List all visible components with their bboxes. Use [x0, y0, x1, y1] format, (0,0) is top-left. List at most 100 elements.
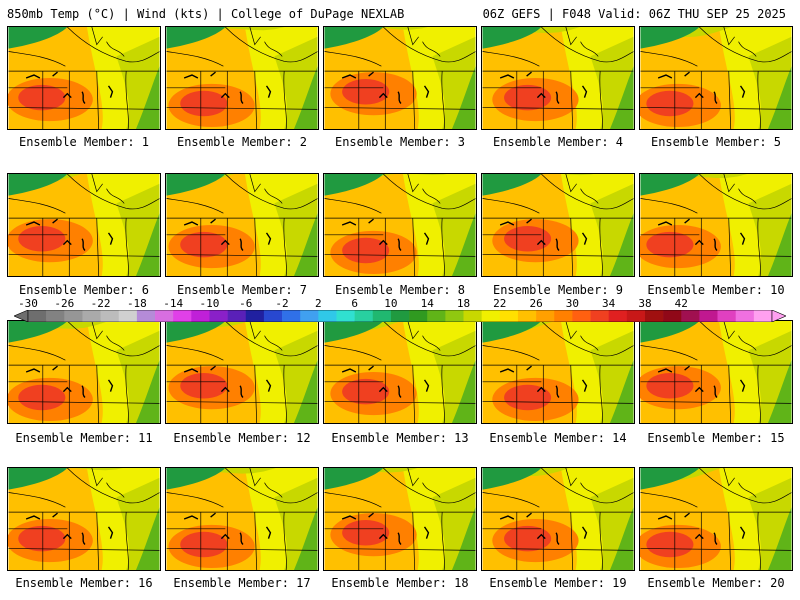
colorbar-tick: -2	[275, 297, 289, 310]
colorbar-swatch	[717, 310, 737, 322]
member-caption: Ensemble Member: 9	[492, 283, 624, 297]
ensemble-map-2	[165, 26, 319, 130]
ensemble-map-12	[165, 320, 319, 424]
ensemble-map-5	[639, 26, 793, 130]
colorbar-swatch	[28, 310, 47, 322]
temperature-colorbar	[14, 310, 786, 322]
ensemble-map-3	[323, 26, 477, 130]
colorbar-swatch	[463, 310, 482, 322]
colorbar-tick: -18	[126, 297, 147, 310]
colorbar-tick: 34	[602, 297, 616, 310]
ensemble-map-20	[639, 467, 793, 571]
member-caption: Ensemble Member: 13	[331, 431, 469, 445]
colorbar-tick: 18	[456, 297, 471, 310]
ensemble-map-14	[481, 320, 635, 424]
colorbar-tick: 14	[420, 297, 434, 310]
ensemble-map-9	[481, 173, 635, 277]
member-caption: Ensemble Member: 8	[334, 283, 466, 297]
member-caption: Ensemble Member: 12	[173, 431, 311, 445]
colorbar-swatch	[46, 310, 65, 322]
ensemble-map-13	[323, 320, 477, 424]
colorbar-swatch	[100, 310, 120, 322]
colorbar-swatch	[536, 310, 555, 322]
member-caption: Ensemble Member: 7	[176, 283, 308, 297]
colorbar-swatch	[445, 310, 464, 322]
colorbar-swatch	[354, 310, 374, 322]
colorbar-max-arrow	[771, 310, 786, 322]
colorbar-tick: -14	[163, 297, 184, 310]
member-caption: Ensemble Member: 18	[331, 576, 469, 590]
member-caption: Ensemble Member: 19	[489, 576, 627, 590]
colorbar-swatch	[699, 310, 718, 322]
chart-title: 850mb Temp (°C) | Wind (kts) | College o…	[7, 7, 405, 21]
ensemble-map-18	[323, 467, 477, 571]
colorbar-tick: -22	[90, 297, 111, 310]
colorbar-swatch	[118, 310, 138, 322]
colorbar-min-arrow	[14, 310, 29, 322]
colorbar-swatch	[318, 310, 337, 322]
colorbar-swatch	[191, 310, 210, 322]
colorbar-swatch	[136, 310, 156, 322]
ensemble-map-6	[7, 173, 161, 277]
colorbar-tick: -30	[18, 297, 38, 310]
colorbar-swatch	[390, 310, 410, 322]
colorbar-tick: 42	[674, 297, 688, 310]
ensemble-map-7	[165, 173, 319, 277]
colorbar-swatch	[753, 310, 773, 322]
ensemble-map-4	[481, 26, 635, 130]
colorbar-tick: -26	[54, 297, 75, 310]
colorbar-tick: 2	[315, 297, 322, 310]
colorbar-swatch	[300, 310, 319, 322]
member-caption: Ensemble Member: 14	[489, 431, 627, 445]
colorbar-swatch	[681, 310, 700, 322]
colorbar-swatch	[336, 310, 355, 322]
ensemble-map-8	[323, 173, 477, 277]
ensemble-map-19	[481, 467, 635, 571]
run-info: 06Z GEFS | F048 Valid: 06Z THU SEP 25 20…	[482, 7, 786, 21]
colorbar-swatch	[735, 310, 755, 322]
colorbar-swatch	[227, 310, 247, 322]
colorbar-swatch	[82, 310, 101, 322]
member-caption: Ensemble Member: 15	[647, 431, 785, 445]
ensemble-map-16	[7, 467, 161, 571]
ensemble-map-17	[165, 467, 319, 571]
colorbar-swatch	[282, 310, 301, 322]
colorbar-swatch	[209, 310, 228, 322]
ensemble-map-10	[639, 173, 793, 277]
colorbar-swatch	[173, 310, 192, 322]
member-caption: Ensemble Member: 3	[334, 135, 466, 149]
colorbar-swatch	[663, 310, 682, 322]
colorbar-swatch	[644, 310, 664, 322]
member-caption: Ensemble Member: 17	[173, 576, 311, 590]
colorbar-swatch	[481, 310, 501, 322]
colorbar-swatch	[590, 310, 609, 322]
colorbar-tick: 38	[638, 297, 652, 310]
colorbar-tick: -6	[239, 297, 253, 310]
colorbar-tick: 6	[351, 297, 358, 310]
colorbar-tick: 30	[565, 297, 579, 310]
ensemble-map-15	[639, 320, 793, 424]
colorbar-swatch	[409, 310, 428, 322]
colorbar-tick: 26	[529, 297, 543, 310]
member-caption: Ensemble Member: 16	[15, 576, 153, 590]
colorbar-swatch	[245, 310, 265, 322]
member-caption: Ensemble Member: 20	[647, 576, 785, 590]
member-caption: Ensemble Member: 10	[647, 283, 785, 297]
member-caption: Ensemble Member: 5	[650, 135, 782, 149]
member-caption: Ensemble Member: 2	[176, 135, 308, 149]
ensemble-map-1	[7, 26, 161, 130]
colorbar-swatch	[263, 310, 283, 322]
colorbar-swatch	[372, 310, 392, 322]
member-caption: Ensemble Member: 1	[18, 135, 150, 149]
colorbar-tick: 10	[384, 297, 398, 310]
colorbar-tick: -10	[199, 297, 220, 310]
member-caption: Ensemble Member: 6	[18, 283, 150, 297]
colorbar-swatch	[608, 310, 628, 322]
ensemble-map-11	[7, 320, 161, 424]
colorbar-swatch	[517, 310, 537, 322]
colorbar-swatch	[499, 310, 519, 322]
member-caption: Ensemble Member: 11	[15, 431, 153, 445]
colorbar-swatch	[155, 310, 174, 322]
colorbar-tick: 22	[493, 297, 507, 310]
colorbar-swatch	[572, 310, 591, 322]
